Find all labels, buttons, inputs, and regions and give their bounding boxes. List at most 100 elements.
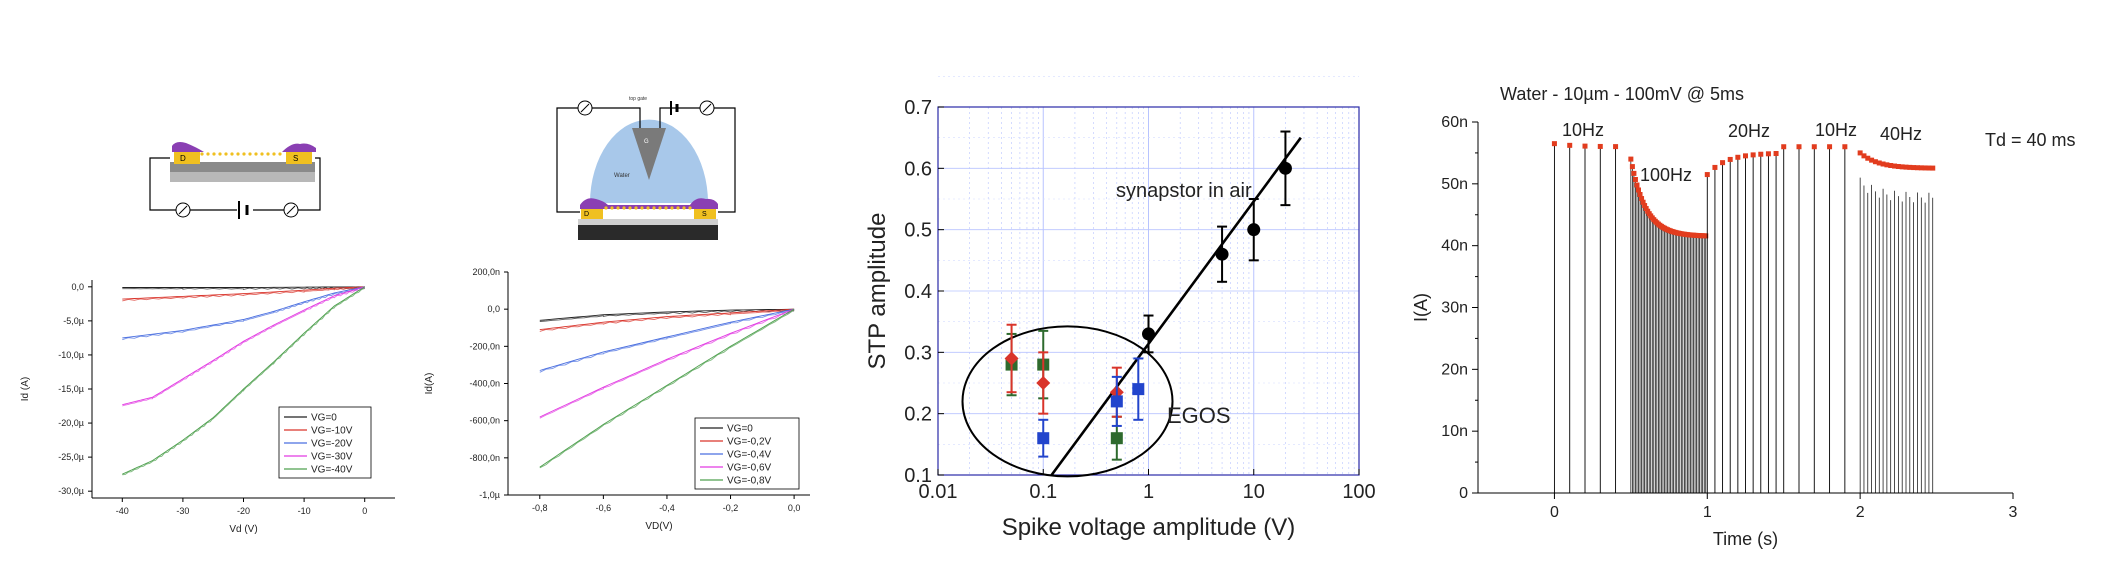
data-point-square bbox=[1037, 432, 1050, 445]
plot-c-stp-amplitude: 0.01 0.1 1 10 1000.10.20.30.40.50.60.7Spike … bbox=[864, 76, 1376, 541]
nanoparticle-dot bbox=[224, 152, 228, 156]
panel-b-schematic: G Water D S top gate bbox=[556, 96, 736, 240]
nanoparticle-dot bbox=[646, 206, 650, 210]
series-line-4 bbox=[122, 288, 365, 476]
nanoparticles bbox=[604, 206, 692, 210]
y-tick-label: 0.5 bbox=[904, 220, 932, 242]
nanoparticle-dot bbox=[248, 152, 252, 156]
peak-marker bbox=[1869, 157, 1875, 163]
annotation-label: 40Hz bbox=[1880, 124, 1922, 144]
y-tick-label: -400,0n bbox=[469, 379, 500, 389]
x-tick-label: -0,8 bbox=[532, 503, 548, 513]
peak-marker bbox=[1888, 163, 1894, 169]
nanoparticle-dot bbox=[260, 152, 264, 156]
peak-marker bbox=[1865, 155, 1871, 161]
y-tick-label: -25,0µ bbox=[58, 452, 84, 462]
peak-marker bbox=[1703, 233, 1709, 239]
peak-marker bbox=[1899, 164, 1905, 170]
data-point-circle bbox=[1142, 327, 1155, 341]
peak-marker bbox=[1712, 164, 1718, 170]
nanoparticle-dot bbox=[628, 206, 632, 210]
x-tick-label: 3 bbox=[2009, 504, 2018, 521]
plot-d-current-trace: 0 1 2 3 0 10n 20n 30n 40n 50n 60n Time (s) I(A) Water… bbox=[1411, 84, 2076, 549]
semiconductor-layer bbox=[580, 198, 718, 209]
y-tick-label: -200,0n bbox=[469, 341, 500, 351]
nanoparticle-dot bbox=[278, 152, 282, 156]
drain-label: D bbox=[180, 154, 186, 163]
nanoparticle-dot bbox=[688, 206, 692, 210]
peak-marker bbox=[1629, 164, 1635, 170]
x-tick-label: 10 bbox=[1243, 481, 1265, 503]
meter-needle-1 bbox=[178, 205, 188, 215]
circuit-wire bbox=[149, 157, 321, 211]
data-point-circle bbox=[1247, 223, 1261, 237]
series-line-4 bbox=[539, 309, 795, 469]
data-point-circle bbox=[1278, 161, 1292, 175]
water-label: Water bbox=[614, 173, 630, 179]
peak-marker bbox=[1750, 152, 1756, 158]
series-line-2 bbox=[539, 309, 795, 373]
peak-marker bbox=[1880, 161, 1886, 167]
peak-marker bbox=[1895, 163, 1901, 169]
legend-label: VG=-30V bbox=[311, 452, 353, 463]
peak-marker bbox=[1892, 163, 1898, 169]
legend-label: VG=-0,8V bbox=[727, 476, 772, 487]
peak-marker bbox=[1582, 143, 1588, 149]
peak-marker bbox=[1704, 172, 1710, 178]
y-tick-label: 10n bbox=[1441, 423, 1468, 440]
x-tick-label: 1 bbox=[1703, 504, 1712, 521]
peak-marker bbox=[1781, 144, 1787, 150]
peak-marker bbox=[1811, 144, 1817, 150]
peak-marker bbox=[1918, 165, 1924, 171]
nanoparticle-dot bbox=[272, 152, 276, 156]
peak-marker bbox=[1876, 160, 1882, 166]
legend-label: VG=-0,6V bbox=[727, 463, 772, 474]
x-axis-label: Spike voltage amplitude (V) bbox=[1002, 514, 1295, 541]
peak-marker bbox=[1642, 203, 1648, 209]
peak-marker bbox=[1872, 159, 1878, 165]
x-tick-label: -0,4 bbox=[659, 503, 675, 513]
x-axis-label: Time (s) bbox=[1713, 529, 1778, 549]
y-tick-label: 60n bbox=[1441, 114, 1468, 131]
data-point-circle bbox=[1215, 247, 1229, 261]
chart-title: Water - 10µm - 100mV @ 5ms bbox=[1500, 84, 1744, 104]
series-line-4 bbox=[122, 286, 365, 475]
peak-marker bbox=[1639, 196, 1645, 202]
x-tick-label: -40 bbox=[116, 506, 129, 516]
nanoparticle-dot bbox=[218, 152, 222, 156]
x-tick-label: 1 bbox=[1143, 481, 1154, 503]
annotation-label: 20Hz bbox=[1728, 121, 1770, 141]
nanoparticle-dot bbox=[634, 206, 638, 210]
top-gate-label: top gate bbox=[629, 96, 647, 102]
annotation-egos: EGOS bbox=[1167, 403, 1231, 428]
y-tick-label: -15,0µ bbox=[58, 384, 84, 394]
source-label: S bbox=[702, 211, 707, 218]
x-tick-label: 0,0 bbox=[788, 503, 801, 513]
x-tick-label: -10 bbox=[298, 506, 311, 516]
semiconductor-layer bbox=[172, 142, 316, 152]
legend-label: VG=-20V bbox=[311, 439, 353, 450]
nanoparticle-dot bbox=[652, 206, 656, 210]
nanoparticle-dot bbox=[242, 152, 246, 156]
nanoparticle-dot bbox=[212, 152, 216, 156]
y-tick-label: 0.4 bbox=[904, 281, 932, 303]
annotation-label: Td = 40 ms bbox=[1985, 130, 2076, 150]
peak-marker bbox=[1640, 199, 1646, 205]
y-tick-label: -600,0n bbox=[469, 416, 500, 426]
peak-marker bbox=[1914, 165, 1920, 171]
plot-b-output-curves: -0,8 -0,6 -0,4 -0,2 0,0 200,0n 0,0 -200,0n -400,… bbox=[424, 267, 810, 532]
data-point-square bbox=[1110, 432, 1123, 445]
nanoparticle-dot bbox=[200, 152, 204, 156]
nanoparticle-dot bbox=[682, 206, 686, 210]
y-tick-label: 0.1 bbox=[904, 465, 932, 487]
peak-marker bbox=[1842, 144, 1848, 150]
series-line-3 bbox=[122, 286, 365, 406]
peak-marker bbox=[1758, 151, 1764, 157]
x-tick-label: -0,6 bbox=[596, 503, 612, 513]
x-tick-label: -30 bbox=[176, 506, 189, 516]
nanoparticle-dot bbox=[640, 206, 644, 210]
nanoparticle-dot bbox=[266, 152, 270, 156]
meter-needle-2 bbox=[286, 205, 296, 215]
x-tick-label: 0 bbox=[1550, 504, 1559, 521]
nanoparticle-dot bbox=[206, 152, 210, 156]
